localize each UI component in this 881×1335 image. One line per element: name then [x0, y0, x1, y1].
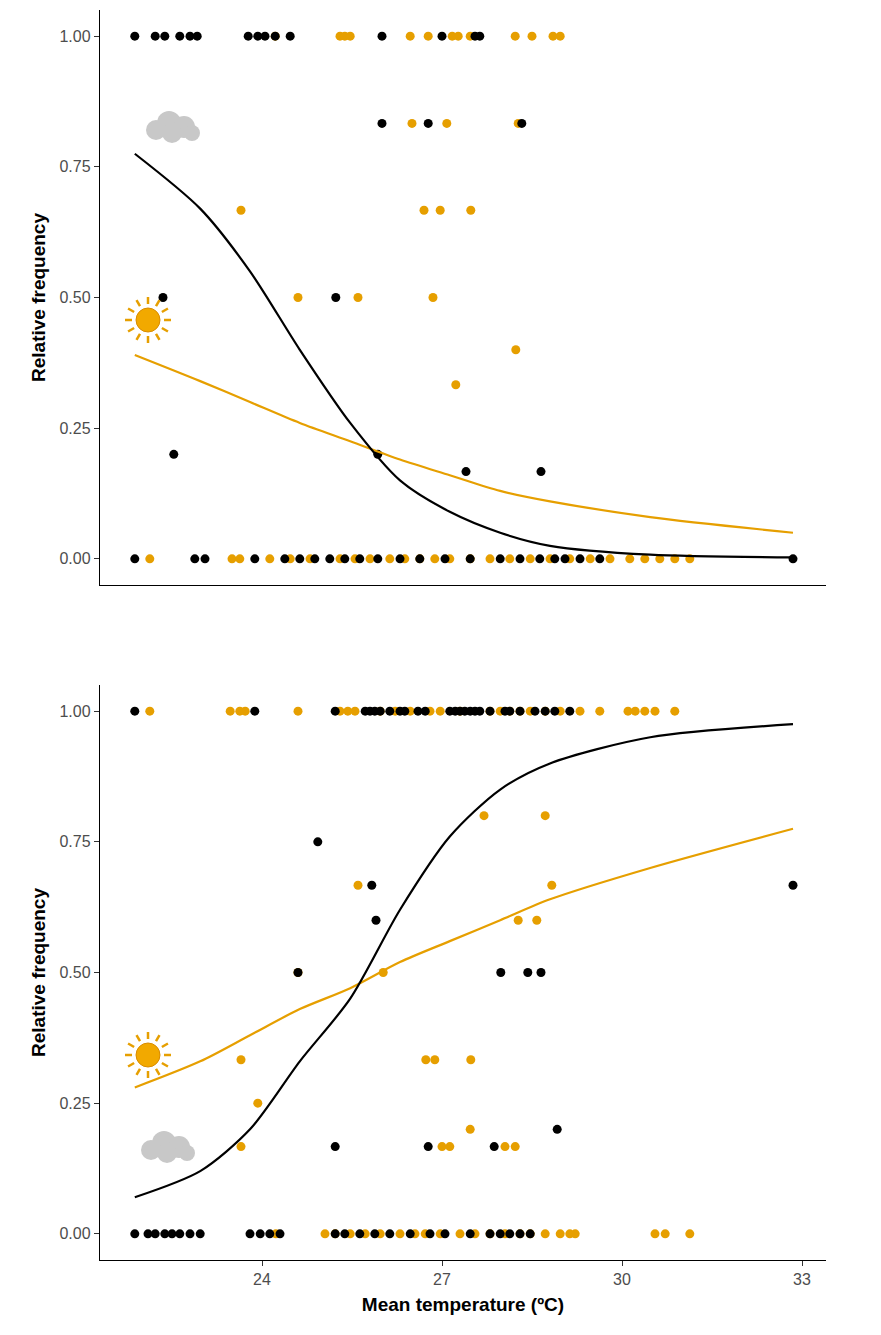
svg-text:0.25: 0.25 [59, 1095, 90, 1112]
svg-text:0.50: 0.50 [59, 964, 90, 981]
svg-text:0.25: 0.25 [59, 420, 90, 437]
svg-text:Relative frequency: Relative frequency [28, 213, 49, 382]
svg-text:30: 30 [613, 1271, 631, 1288]
svg-text:0.50: 0.50 [59, 289, 90, 306]
svg-text:0.75: 0.75 [59, 833, 90, 850]
svg-text:27: 27 [433, 1271, 451, 1288]
svg-text:33: 33 [793, 1271, 811, 1288]
svg-text:1.00: 1.00 [59, 703, 90, 720]
svg-text:1.00: 1.00 [59, 28, 90, 45]
svg-text:Mean temperature (ºC): Mean temperature (ºC) [362, 1294, 564, 1315]
svg-text:24: 24 [253, 1271, 271, 1288]
svg-text:0.75: 0.75 [59, 158, 90, 175]
svg-text:0.00: 0.00 [59, 550, 90, 567]
svg-text:0.00: 0.00 [59, 1225, 90, 1242]
svg-text:Relative frequency: Relative frequency [28, 888, 49, 1057]
